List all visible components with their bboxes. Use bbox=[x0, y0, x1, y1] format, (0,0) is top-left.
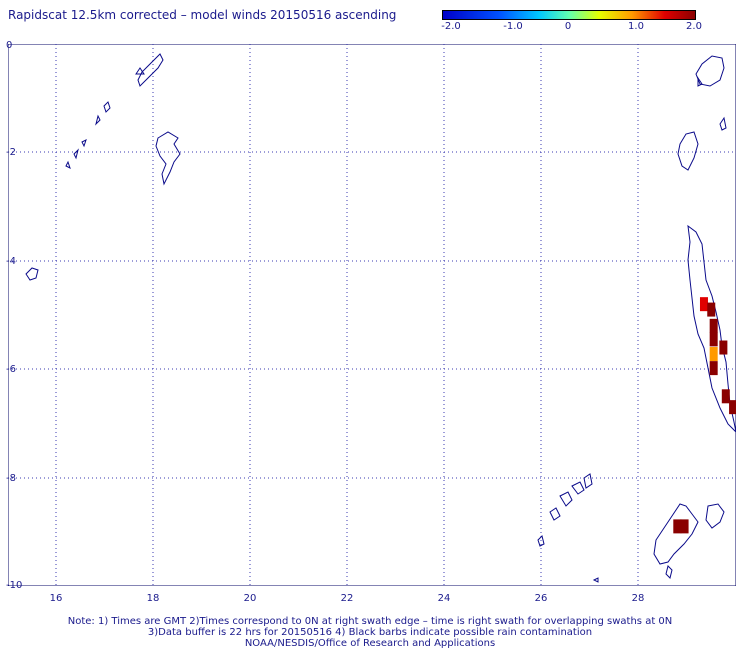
colorbar-label: -1.0 bbox=[503, 21, 523, 32]
colorbar-label: 1.0 bbox=[628, 21, 644, 32]
x-tick-label: 28 bbox=[631, 593, 645, 604]
wind-cell bbox=[707, 302, 716, 317]
footnote-line: NOAA/NESDIS/Office of Research and Appli… bbox=[244, 638, 496, 649]
wind-cell bbox=[729, 400, 736, 415]
colorbar-label: 2.0 bbox=[686, 21, 702, 32]
coastlines bbox=[25, 53, 736, 583]
wind-cell bbox=[680, 519, 689, 534]
y-tick-label: 0 bbox=[6, 40, 13, 51]
wind-cells bbox=[673, 297, 736, 534]
wind-cell bbox=[721, 389, 730, 404]
wind-cell bbox=[719, 340, 728, 355]
wind-cell bbox=[699, 297, 708, 312]
footnote-line: 3)Data buffer is 22 hrs for 20150516 4) … bbox=[147, 627, 593, 638]
y-tick-label: -6 bbox=[6, 364, 16, 375]
footnote-line: Note: 1) Times are GMT 2)Times correspon… bbox=[67, 616, 673, 627]
x-tick-label: 18 bbox=[146, 593, 160, 604]
x-tick-label: 16 bbox=[49, 593, 63, 604]
gridlines bbox=[8, 44, 736, 586]
y-tick-label: -10 bbox=[6, 580, 23, 591]
wind-cell bbox=[673, 519, 682, 534]
wind-cell bbox=[709, 332, 718, 347]
x-tick-label: 26 bbox=[534, 593, 548, 604]
wind-cell bbox=[709, 361, 718, 376]
y-tick-label: -8 bbox=[6, 473, 16, 484]
y-tick-label: -2 bbox=[6, 147, 16, 158]
y-tick-label: -4 bbox=[6, 256, 16, 267]
map-frame bbox=[8, 44, 736, 586]
chart-title: Rapidscat 12.5km corrected – model winds… bbox=[8, 8, 397, 22]
wind-cell bbox=[709, 347, 718, 362]
map-plot bbox=[8, 44, 736, 586]
x-tick-label: 24 bbox=[437, 593, 451, 604]
x-tick-label: 22 bbox=[340, 593, 354, 604]
wind-cell bbox=[709, 318, 718, 333]
colorbar-label: 0 bbox=[564, 21, 572, 32]
x-tick-label: 20 bbox=[243, 593, 257, 604]
colorbar bbox=[442, 10, 696, 20]
colorbar-label: -2.0 bbox=[441, 21, 461, 32]
